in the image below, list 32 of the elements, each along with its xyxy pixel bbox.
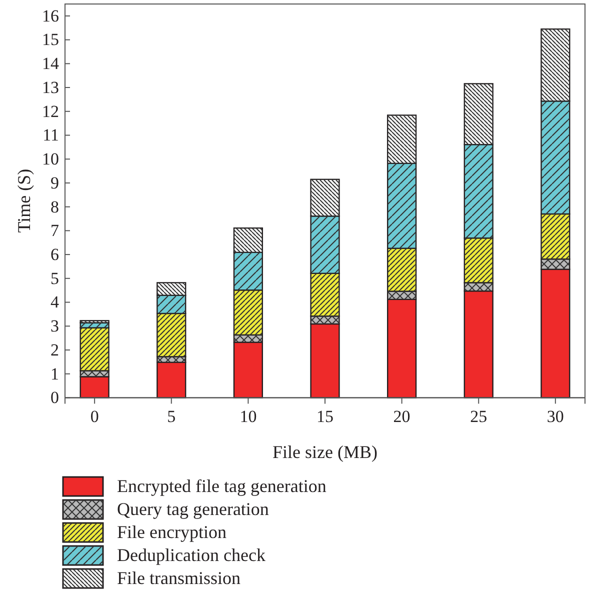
legend-label: File encryption [117,522,226,542]
y-tick-label: 13 [42,78,59,97]
legend-label: Deduplication check [117,545,266,565]
y-tick-label: 5 [50,268,59,288]
x-tick-label: 15 [316,406,334,426]
y-tick-label: 1 [50,364,59,384]
y-tick-label: 9 [50,173,59,192]
y-tick-label: 11 [42,126,59,145]
x-axis-title: File size (MB) [272,442,378,462]
bar [156,362,186,398]
y-tick-label: 12 [42,102,59,121]
x-tick-label: 5 [167,406,176,426]
x-tick-label: 0 [90,406,99,426]
y-tick-label: 10 [42,150,59,169]
y-tick-label: 2 [50,340,59,360]
x-tick-label: 25 [470,406,488,426]
legend-label: File transmission [117,568,241,588]
y-tick-label: 3 [50,316,59,336]
x-tick-label: 20 [393,406,410,426]
y-tick-label: 6 [50,244,59,264]
y-tick-label: 14 [42,54,60,74]
y-tick-label: 4 [50,292,60,312]
y-tick-label: 15 [42,30,59,50]
y-tick-label: 16 [42,6,59,26]
legend-label: Query tag generation [117,499,269,519]
y-tick-label: 7 [50,221,60,240]
x-tick-label: 10 [240,406,257,426]
y-tick-label: 8 [50,197,59,216]
x-tick-label: 30 [546,406,564,426]
legend-label: Encrypted file tag generation [117,476,326,496]
y-tick-label: 0 [50,388,59,408]
y-axis-title: Time (S) [14,168,34,233]
